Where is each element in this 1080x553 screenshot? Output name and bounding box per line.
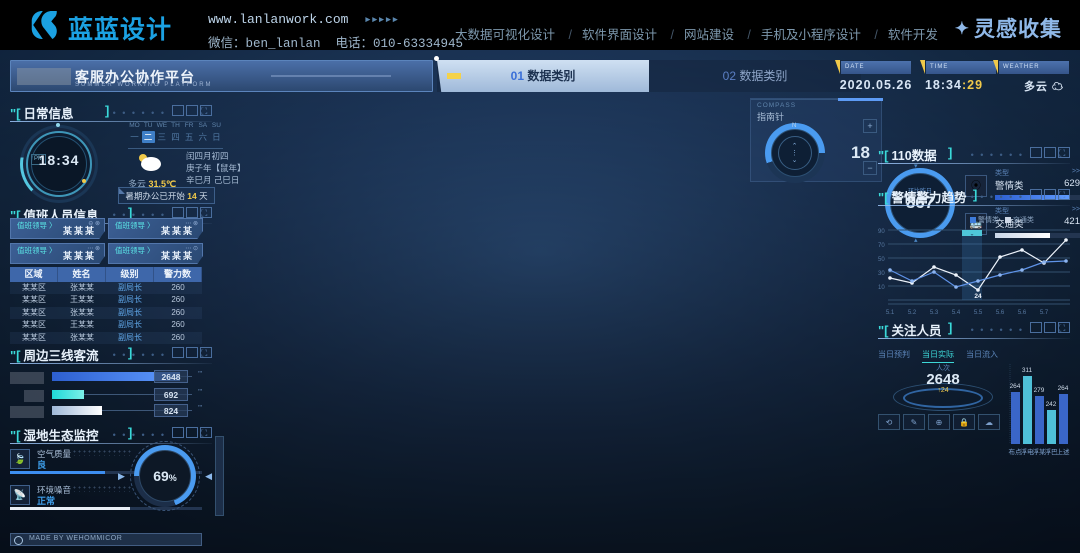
svg-text:264: 264 xyxy=(1058,385,1069,392)
svg-text:5.6: 5.6 xyxy=(1018,310,1027,316)
svg-text:10: 10 xyxy=(878,285,885,291)
svg-text:上述: 上述 xyxy=(1057,447,1071,456)
svg-text:30: 30 xyxy=(878,271,885,277)
svg-text:5.2: 5.2 xyxy=(908,310,917,316)
svg-text:5.1: 5.1 xyxy=(886,310,895,316)
svg-text:311: 311 xyxy=(1022,367,1033,374)
svg-text:90: 90 xyxy=(878,229,885,235)
svg-text:70: 70 xyxy=(878,243,885,249)
svg-text:264: 264 xyxy=(1010,383,1021,390)
svg-text:50: 50 xyxy=(878,257,885,263)
svg-text:5.4: 5.4 xyxy=(952,310,961,316)
svg-text:242: 242 xyxy=(1046,401,1057,408)
svg-text:5.3: 5.3 xyxy=(930,310,939,316)
svg-text:24: 24 xyxy=(974,293,982,300)
svg-text:5.5: 5.5 xyxy=(974,310,983,316)
svg-text:5.7: 5.7 xyxy=(1040,310,1049,316)
svg-text:279: 279 xyxy=(1034,387,1045,394)
svg-text:5.6: 5.6 xyxy=(996,310,1005,316)
svg-text:⌄: ⌄ xyxy=(969,232,974,238)
